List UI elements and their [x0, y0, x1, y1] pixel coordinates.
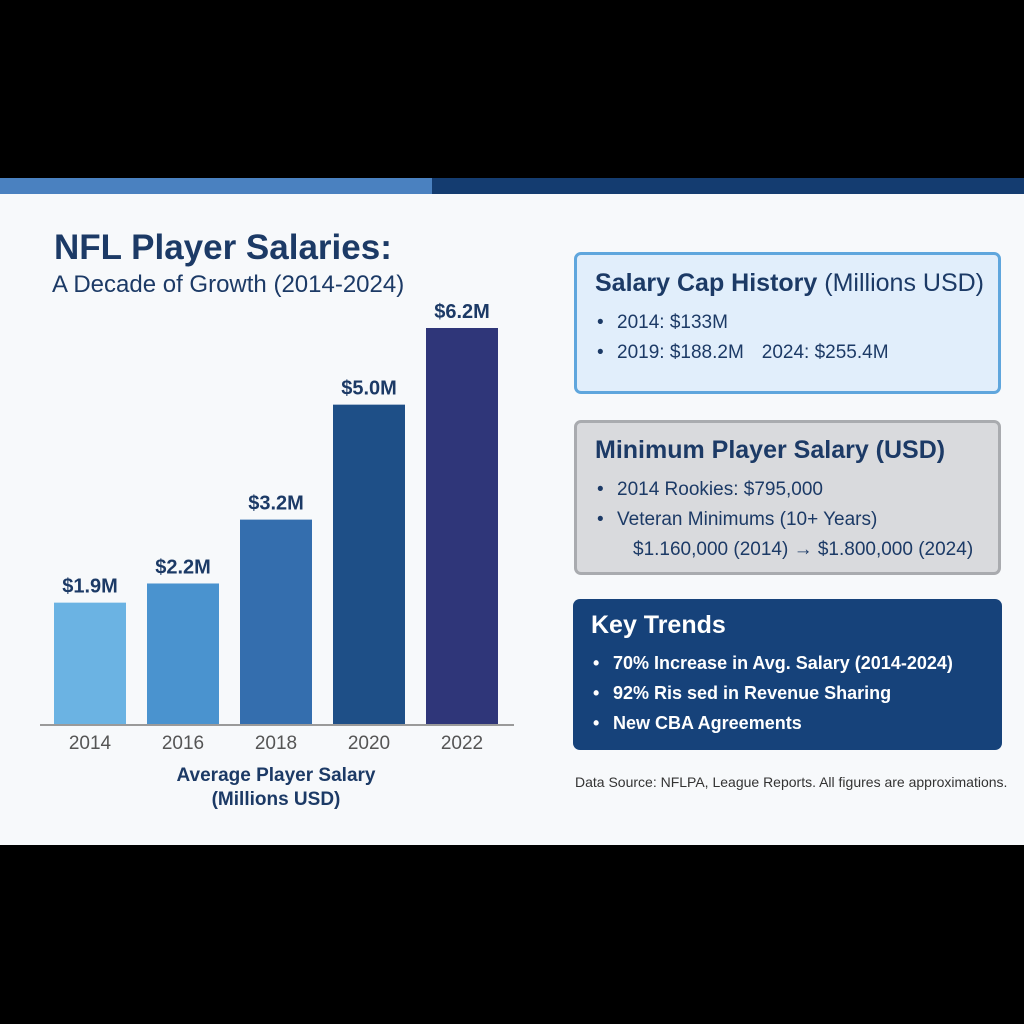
data-source-note: Data Source: NFLPA, League Reports. All … — [575, 774, 1008, 790]
data-label-2022: $6.2M — [434, 301, 490, 323]
data-label-2014: $1.9M — [62, 576, 118, 598]
top-accent-bar — [0, 178, 1024, 194]
salary-cap-2019: 2019: $188.2M — [617, 342, 744, 363]
trend-2: 92% Ris sed in Revenue Sharing — [613, 683, 892, 703]
slide: $1.9M 2014 $2.2M 2016 $3.2M 2018 $5.0M 2020 $6.2… — [0, 178, 1024, 845]
salary-cap-2014: 2014: $133M — [617, 312, 728, 333]
bar-2018 — [240, 519, 312, 724]
trend-3: New CBA Agreements — [613, 713, 802, 733]
x-axis-caption-line1: Average Player Salary — [176, 765, 376, 786]
rookie-minimum: 2014 Rookies: $795,000 — [617, 479, 823, 500]
minimum-salary-card: Minimum Player Salary (USD) 2014 Rookies… — [574, 420, 1001, 575]
data-label-2020: $5.0M — [341, 378, 397, 400]
key-trends-title: Key Trends — [591, 611, 726, 639]
key-trends-list: 70% Increase in Avg. Salary (2014-2024) … — [591, 648, 984, 738]
salary-cap-title-unit: (Millions USD) — [824, 269, 985, 297]
list-item: Veteran Minimums (10+ Years) $1.160,000 (… — [595, 505, 980, 565]
list-item: New CBA Agreements — [591, 708, 984, 738]
list-item: 2019: $188.2M 2024: $255.4M — [595, 338, 980, 368]
x-tick-label-2022: 2022 — [441, 733, 483, 754]
salary-cap-card: Salary Cap History (Millions USD) 2014: … — [574, 252, 1001, 394]
veteran-minimum-label: Veteran Minimums (10+ Years) — [617, 509, 878, 530]
bar-chart: $1.9M 2014 $2.2M 2016 $3.2M 2018 $5.0M 2020 $6.2… — [40, 301, 514, 754]
bar-2016 — [147, 583, 219, 724]
x-tick-label-2020: 2020 — [348, 733, 390, 754]
list-item: 92% Ris sed in Revenue Sharing — [591, 678, 984, 708]
data-label-2016: $2.2M — [155, 556, 211, 578]
x-axis-caption-line2: (Millions USD) — [211, 789, 341, 810]
trend-1: 70% Increase in Avg. Salary (2014-2024) — [613, 653, 953, 673]
chart-subtitle: A Decade of Growth (2014-2024) — [52, 271, 405, 298]
minimum-salary-list: 2014 Rookies: $795,000 Veteran Minimums … — [595, 475, 980, 565]
x-tick-label-2014: 2014 — [69, 733, 112, 754]
bar-2014 — [54, 602, 126, 724]
x-tick-label-2016: 2016 — [162, 733, 204, 754]
top-accent-bar-right — [432, 178, 1024, 194]
data-label-2018: $3.2M — [248, 493, 304, 515]
top-accent-bar-left — [0, 178, 432, 194]
key-trends-card: Key Trends 70% Increase in Avg. Salary (… — [573, 599, 1002, 750]
minimum-salary-title: Minimum Player Salary (USD) — [595, 436, 946, 464]
bar-2020 — [333, 404, 405, 724]
bar-2022 — [426, 328, 498, 724]
salary-cap-title: Salary Cap History (Millions USD) — [595, 269, 984, 298]
chart-title: NFL Player Salaries: — [54, 228, 392, 267]
list-item: 2014: $133M — [595, 308, 980, 338]
salary-cap-2024: 2024: $255.4M — [761, 342, 889, 363]
x-axis-caption: Average Player Salary (Millions USD) — [140, 764, 412, 812]
salary-cap-title-bold: Salary Cap History — [595, 269, 818, 297]
list-item: 70% Increase in Avg. Salary (2014-2024) — [591, 648, 984, 678]
list-item: 2014 Rookies: $795,000 — [595, 475, 980, 505]
veteran-minimum-values: $1.160,000 (2014) → $1.800,000 (2024) — [633, 539, 974, 560]
salary-cap-list: 2014: $133M 2019: $188.2M 2024: $255.4M — [595, 308, 980, 368]
x-tick-label-2018: 2018 — [255, 733, 297, 754]
